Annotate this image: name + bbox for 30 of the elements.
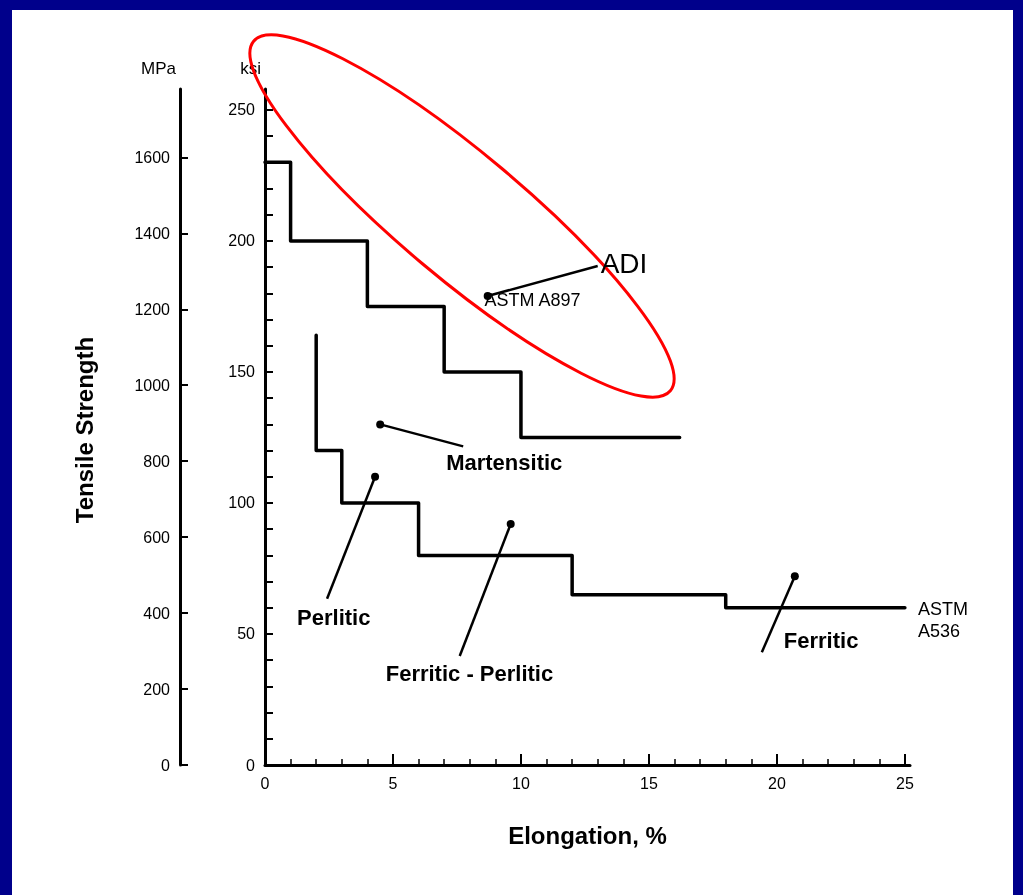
y2-tick-label: 1200 <box>134 300 171 318</box>
x-tick-label: 20 <box>768 774 786 792</box>
text: Tensile Strength <box>71 336 99 524</box>
y2-tick-label: 1600 <box>134 148 171 166</box>
y2-tick-label: 1400 <box>134 224 171 242</box>
x-tick-label: 10 <box>512 774 530 792</box>
x-axis-title: Elongation, % <box>508 821 667 849</box>
annotation: ADI <box>600 247 648 280</box>
x-tick-label: 0 <box>260 774 270 792</box>
x-tick-label: 25 <box>895 774 914 792</box>
y-tick-label: 200 <box>228 232 256 250</box>
annotation: Martensitic <box>446 450 563 477</box>
series-label: ASTM A536 <box>917 597 969 642</box>
y2-axis-title: MPa <box>141 59 177 78</box>
y-tick-label: 50 <box>237 625 256 643</box>
y2-tick-label: 400 <box>143 604 171 622</box>
y-tick-label: 250 <box>228 101 256 119</box>
y-tick-label: 0 <box>246 756 256 774</box>
y2-tick-label: 600 <box>143 528 171 546</box>
y-tick-label: 100 <box>228 494 256 512</box>
y2-tick-label: 0 <box>161 756 171 774</box>
x-tick-label: 5 <box>388 774 398 792</box>
x-tick-label: 15 <box>640 774 658 792</box>
annotation: Ferritic - Perlitic <box>385 660 554 687</box>
y2-tick-label: 200 <box>143 680 171 698</box>
y-tick-label: 150 <box>228 363 256 381</box>
annotation: Ferritic <box>783 628 859 655</box>
y2-tick-label: 1000 <box>134 376 171 394</box>
y2-tick-label: 800 <box>143 452 171 470</box>
annotation: Perlitic <box>297 604 371 631</box>
